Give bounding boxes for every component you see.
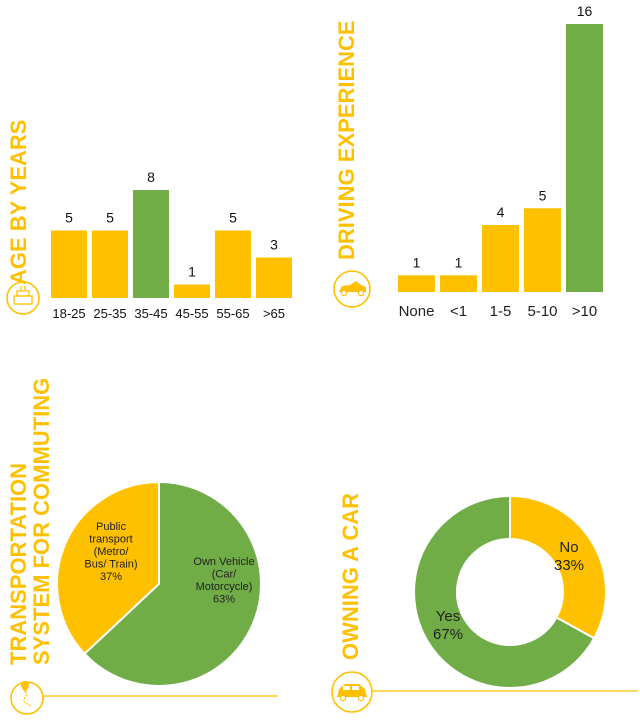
age-bar-chart: 5 18-25 5 25-35 8 35-45 1 45-55 5 55-65 3 >65 <box>51 169 292 321</box>
driving-value-label-1: 1 <box>455 254 463 270</box>
driving-value-label-4: 16 <box>577 3 593 19</box>
transport-slice-0 <box>56 480 160 656</box>
age-category-label-2: 35-45 <box>134 306 167 321</box>
car-icon <box>331 671 373 713</box>
age-bar-5 <box>256 257 292 298</box>
age-value-label-0: 5 <box>65 210 73 226</box>
owning-donut-chart: No 33% Yes 67% <box>413 494 607 689</box>
transport-slice-1 <box>83 480 262 687</box>
driving-bar-1 <box>440 275 477 292</box>
age-bar-1 <box>92 230 128 298</box>
driving-value-label-2: 4 <box>497 204 505 220</box>
age-value-label-5: 3 <box>270 237 278 253</box>
age-bar-2 <box>133 190 169 298</box>
owning-panel: OWNING A CAR No 33% Yes 67% <box>331 493 638 713</box>
birthday-cake-icon <box>6 281 40 315</box>
driving-category-label-3: 5-10 <box>527 303 557 320</box>
driving-category-label-4: >10 <box>572 303 597 320</box>
owning-slice-1 <box>413 494 596 689</box>
age-category-label-5: >65 <box>263 306 285 321</box>
driving-value-label-3: 5 <box>539 187 547 203</box>
route-pin-icon <box>10 681 44 715</box>
age-category-label-4: 55-65 <box>216 306 249 321</box>
age-bar-0 <box>51 230 87 298</box>
owning-slice-0 <box>509 494 607 640</box>
age-category-label-3: 45-55 <box>175 306 208 321</box>
age-panel: AGE BY YEARS 5 18-25 5 25-35 8 35-45 1 45-55 5 55… <box>6 120 292 321</box>
driving-category-label-1: <1 <box>450 303 467 320</box>
age-category-label-1: 25-35 <box>93 306 126 321</box>
transport-pie-chart: Public transport (Metro/Bus/ Train) 37% Own … <box>56 480 262 687</box>
convertible-car-icon <box>333 270 371 308</box>
driving-bar-0 <box>398 275 435 292</box>
age-category-label-0: 18-25 <box>52 306 85 321</box>
age-bar-4 <box>215 230 251 298</box>
age-panel-title: AGE BY YEARS <box>6 120 31 285</box>
age-value-label-2: 8 <box>147 169 155 185</box>
driving-value-label-0: 1 <box>413 254 421 270</box>
driving-bar-chart: 1 None 1 <1 4 1-5 5 5-10 16 >10 <box>398 3 603 320</box>
age-value-label-1: 5 <box>106 210 114 226</box>
owning-slice-label-1: Yes 67% <box>433 608 463 643</box>
age-value-label-4: 5 <box>229 210 237 226</box>
driving-bar-2 <box>482 225 519 292</box>
age-value-label-3: 1 <box>188 264 196 280</box>
transport-title-line-2: SYSTEM FOR COMMUTING <box>29 378 54 665</box>
driving-panel: DRIVING EXPERIENCE 1 None 1 <1 4 1-5 5 5-10 16 >1… <box>333 3 603 320</box>
driving-panel-title: DRIVING EXPERIENCE <box>334 20 359 260</box>
age-bar-3 <box>174 284 210 298</box>
transport-title-line-1: TRANSPORTATION <box>6 463 31 665</box>
driving-bar-4 <box>566 24 603 292</box>
owning-panel-title: OWNING A CAR <box>338 493 363 660</box>
driving-category-label-0: None <box>399 303 435 320</box>
driving-bar-3 <box>524 208 561 292</box>
driving-category-label-2: 1-5 <box>490 303 512 320</box>
transport-slice-label-0: Public transport (Metro/Bus/ Train) 37% <box>84 521 137 583</box>
owning-slice-label-0: No 33% <box>554 539 584 574</box>
transport-panel: TRANSPORTATION SYSTEM FOR COMMUTING Publ… <box>6 378 278 715</box>
transport-slice-label-1: Own Vehicle (Car/Motorcycle) 63% <box>193 556 254 606</box>
